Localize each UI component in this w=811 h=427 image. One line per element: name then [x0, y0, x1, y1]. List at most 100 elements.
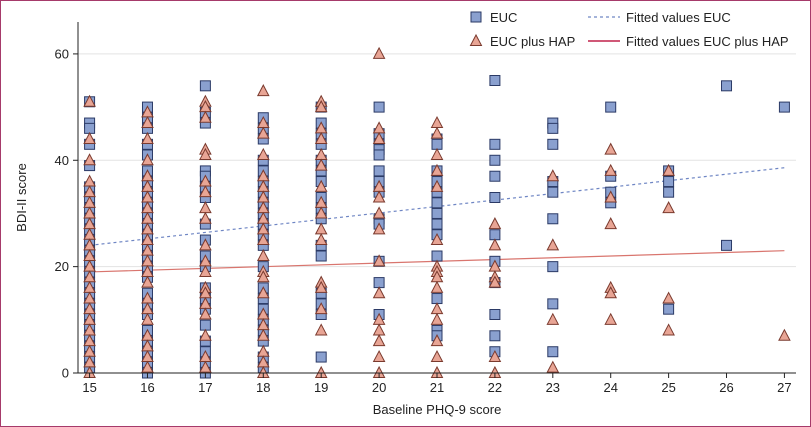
x-tick-label: 21	[430, 380, 444, 395]
euc-point	[547, 213, 559, 225]
hap-point	[199, 307, 212, 320]
hap-point	[141, 153, 154, 166]
hap-point	[604, 286, 618, 299]
legend: EUC EUC plus HAP Fitted values EUC Fitted v…	[469, 10, 789, 49]
hap-point	[662, 323, 675, 336]
hap-point	[430, 163, 444, 176]
hap-point	[141, 312, 154, 325]
euc-point	[489, 192, 501, 203]
x-tick-label: 20	[372, 380, 386, 395]
euc-point	[663, 186, 675, 198]
hap-point	[256, 232, 270, 246]
hap-point	[256, 344, 270, 357]
euc-point	[778, 101, 790, 113]
euc-point	[605, 101, 617, 113]
hap-point	[314, 302, 328, 315]
hap-point	[430, 334, 444, 347]
hap-point	[546, 169, 560, 182]
hap-point	[256, 286, 270, 299]
hap-point	[430, 280, 444, 293]
hap-point	[372, 323, 386, 336]
hap-point	[372, 334, 386, 347]
x-tick-label: 27	[777, 380, 791, 395]
hap-point	[604, 163, 618, 176]
hap-point	[372, 131, 386, 144]
euc-point	[489, 154, 501, 166]
y-axis-title: BDI-II score	[14, 163, 29, 232]
euc-point	[84, 122, 96, 134]
hap-point	[256, 147, 270, 160]
hap-point	[662, 163, 675, 176]
hap-point	[430, 115, 444, 129]
hap-point	[662, 201, 675, 214]
hap-point	[83, 153, 96, 166]
hap-point	[488, 217, 502, 230]
hap-point	[83, 131, 96, 144]
hap-point	[546, 360, 560, 373]
hap-point	[314, 158, 328, 171]
hap-point	[372, 190, 386, 203]
legend-fit-euc-label: Fitted values EUC	[626, 10, 731, 25]
euc-point	[721, 239, 733, 251]
hap-point	[83, 174, 96, 187]
euc-point	[199, 80, 211, 92]
hap-point	[488, 349, 502, 363]
hap-point	[314, 323, 328, 336]
hap-point	[430, 232, 444, 246]
hap-point	[372, 222, 386, 235]
euc-point	[547, 346, 559, 358]
hap-point	[372, 121, 386, 134]
x-tick-label: 19	[314, 380, 328, 395]
legend-hap-marker	[469, 33, 483, 46]
hap-point	[256, 84, 270, 97]
hap-point	[604, 217, 618, 230]
euc-point	[431, 197, 443, 209]
euc-point	[431, 207, 443, 219]
hap-point	[141, 115, 154, 129]
x-tick-label: 15	[82, 380, 96, 395]
hap-point	[430, 312, 444, 325]
hap-point	[488, 275, 502, 288]
euc-point	[431, 250, 443, 262]
axes: 15 16 17 18 19 20 21 22 23 24 25 26 27 0 20 40 60	[55, 22, 796, 395]
euc-point	[547, 261, 559, 273]
euc-point	[431, 218, 443, 230]
hap-point	[314, 232, 328, 246]
hap-point	[372, 286, 386, 299]
x-tick-label: 17	[198, 380, 212, 395]
euc-point	[489, 75, 501, 86]
euc-point	[489, 138, 501, 150]
data-points	[83, 46, 791, 379]
hap-point	[199, 360, 212, 373]
hap-point	[314, 131, 328, 144]
hap-point	[314, 100, 328, 113]
y-tick-label: 20	[55, 259, 69, 274]
hap-point	[141, 275, 154, 288]
euc-point	[547, 186, 559, 198]
hap-point	[314, 206, 328, 219]
x-tick-label: 26	[719, 380, 733, 395]
euc-point	[663, 303, 675, 315]
hap-point	[314, 147, 328, 160]
hap-point	[604, 312, 618, 325]
euc-point	[315, 351, 327, 363]
euc-point	[721, 80, 733, 92]
euc-point	[489, 330, 501, 342]
hap-point	[256, 126, 270, 139]
x-tick-label: 18	[256, 380, 270, 395]
euc-point	[373, 165, 385, 177]
euc-point	[373, 149, 385, 161]
legend-euc-marker	[470, 11, 482, 23]
x-tick-label: 16	[140, 380, 154, 395]
x-tick-label: 24	[603, 380, 617, 395]
hap-point	[662, 291, 675, 304]
euc-point	[431, 293, 443, 305]
hap-point	[372, 206, 386, 219]
x-tick-label: 23	[546, 380, 560, 395]
hap-point	[199, 147, 212, 160]
hap-point	[83, 94, 96, 107]
euc-point	[315, 250, 327, 262]
euc-point	[547, 298, 559, 310]
hap-point	[372, 254, 386, 267]
